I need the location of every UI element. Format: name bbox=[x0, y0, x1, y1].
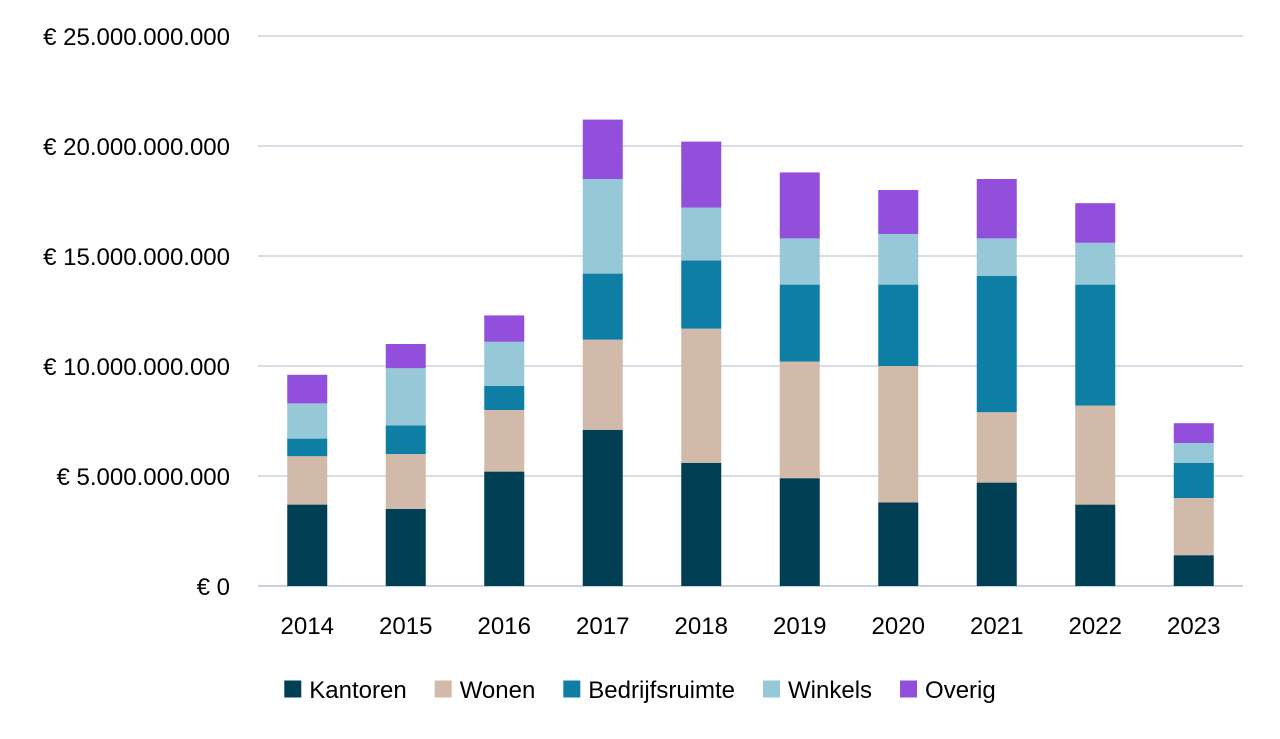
legend-swatch bbox=[763, 680, 781, 698]
bar-winkels-2015 bbox=[385, 368, 426, 426]
y-tick-label: € 25.000.000.000 bbox=[43, 24, 230, 51]
bar-wonen-2022 bbox=[1075, 405, 1116, 505]
bar-bedrijfsruimte-2015 bbox=[385, 425, 426, 454]
bar-bedrijfsruimte-2021 bbox=[976, 275, 1017, 413]
bar-kantoren-2023 bbox=[1173, 555, 1214, 586]
bar-bedrijfsruimte-2020 bbox=[878, 284, 919, 366]
bar-overig-2016 bbox=[484, 315, 525, 342]
bar-stack-2023 bbox=[1173, 423, 1214, 586]
x-tick-label: 2014 bbox=[281, 613, 334, 640]
legend-swatch bbox=[900, 680, 918, 698]
bar-wonen-2016 bbox=[484, 410, 525, 472]
legend-label: Winkels bbox=[788, 677, 872, 704]
bar-winkels-2016 bbox=[484, 341, 525, 386]
x-tick-label: 2016 bbox=[478, 613, 531, 640]
x-axis-tick-labels: 2014 2015 2016 2017 2018 2019 2020 2021 2022 2023 bbox=[281, 613, 1221, 640]
legend-item-overig: Overig bbox=[900, 677, 996, 704]
legend-item-bedrijfsruimte: Bedrijfsruimte bbox=[563, 677, 735, 704]
bar-kantoren-2020 bbox=[878, 502, 919, 586]
legend: Kantoren Wonen Bedrijfsruimte Winkels Overig bbox=[284, 677, 996, 704]
y-tick-label: € 5.000.000.000 bbox=[57, 464, 231, 491]
bar-overig-2015 bbox=[385, 344, 426, 369]
x-tick-label: 2015 bbox=[379, 613, 432, 640]
legend-item-kantoren: Kantoren bbox=[284, 677, 407, 704]
x-tick-label: 2020 bbox=[872, 613, 925, 640]
x-tick-label: 2022 bbox=[1069, 613, 1122, 640]
bar-kantoren-2016 bbox=[484, 471, 525, 586]
y-tick-label: € 0 bbox=[197, 574, 230, 601]
bar-overig-2021 bbox=[976, 179, 1017, 239]
x-tick-label: 2021 bbox=[970, 613, 1023, 640]
bar-bedrijfsruimte-2023 bbox=[1173, 462, 1214, 498]
legend-label: Bedrijfsruimte bbox=[588, 677, 735, 704]
bar-winkels-2023 bbox=[1173, 443, 1214, 463]
x-tick-label: 2017 bbox=[576, 613, 629, 640]
bar-wonen-2017 bbox=[582, 339, 623, 430]
x-tick-label: 2023 bbox=[1167, 613, 1220, 640]
bar-wonen-2019 bbox=[779, 361, 820, 479]
legend-item-winkels: Winkels bbox=[763, 677, 872, 704]
bar-stack-2017 bbox=[582, 119, 623, 586]
bar-wonen-2020 bbox=[878, 366, 919, 503]
bar-overig-2019 bbox=[779, 172, 820, 239]
bar-winkels-2017 bbox=[582, 179, 623, 274]
bar-stack-2019 bbox=[779, 172, 820, 586]
bar-kantoren-2021 bbox=[976, 482, 1017, 586]
bar-stack-2021 bbox=[976, 179, 1017, 586]
bar-bedrijfsruimte-2014 bbox=[287, 438, 328, 457]
bar-overig-2022 bbox=[1075, 203, 1116, 243]
y-axis-tick-labels: € 0 € 5.000.000.000 € 10.000.000.000 € 15.0… bbox=[43, 24, 230, 601]
legend-swatch bbox=[563, 680, 581, 698]
bar-bedrijfsruimte-2018 bbox=[681, 260, 722, 329]
bar-winkels-2018 bbox=[681, 207, 722, 261]
legend-label: Overig bbox=[925, 677, 996, 704]
y-tick-label: € 10.000.000.000 bbox=[43, 354, 230, 381]
bar-kantoren-2018 bbox=[681, 462, 722, 586]
bar-stack-2015 bbox=[385, 344, 426, 586]
bar-bedrijfsruimte-2017 bbox=[582, 273, 623, 340]
bar-overig-2023 bbox=[1173, 423, 1214, 443]
bar-overig-2014 bbox=[287, 374, 328, 404]
legend-swatch bbox=[434, 680, 452, 698]
bar-overig-2018 bbox=[681, 141, 722, 208]
bar-kantoren-2017 bbox=[582, 429, 623, 586]
bar-bedrijfsruimte-2016 bbox=[484, 385, 525, 410]
legend-swatch bbox=[284, 680, 302, 698]
bar-stack-2020 bbox=[878, 190, 919, 586]
bar-wonen-2018 bbox=[681, 328, 722, 463]
legend-label: Kantoren bbox=[309, 677, 406, 704]
bar-stack-2018 bbox=[681, 141, 722, 586]
bar-kantoren-2014 bbox=[287, 504, 328, 586]
bar-winkels-2020 bbox=[878, 234, 919, 285]
bar-winkels-2014 bbox=[287, 403, 328, 439]
bar-kantoren-2022 bbox=[1075, 504, 1116, 586]
bar-winkels-2022 bbox=[1075, 242, 1116, 285]
bar-winkels-2021 bbox=[976, 238, 1017, 276]
x-tick-label: 2018 bbox=[675, 613, 728, 640]
bar-winkels-2019 bbox=[779, 238, 820, 285]
bar-stack-2014 bbox=[287, 374, 328, 586]
y-tick-label: € 20.000.000.000 bbox=[43, 134, 230, 161]
bar-bedrijfsruimte-2022 bbox=[1075, 284, 1116, 406]
bar-overig-2020 bbox=[878, 190, 919, 234]
legend-label: Wonen bbox=[460, 677, 536, 704]
bar-bedrijfsruimte-2019 bbox=[779, 284, 820, 362]
y-tick-label: € 15.000.000.000 bbox=[43, 244, 230, 271]
bar-kantoren-2015 bbox=[385, 509, 426, 586]
bar-wonen-2015 bbox=[385, 454, 426, 509]
bar-stack-2016 bbox=[484, 315, 525, 586]
bar-wonen-2023 bbox=[1173, 498, 1214, 556]
bar-wonen-2021 bbox=[976, 412, 1017, 483]
bar-wonen-2014 bbox=[287, 456, 328, 505]
bar-overig-2017 bbox=[582, 119, 623, 179]
bar-stack-2022 bbox=[1075, 203, 1116, 586]
bar-kantoren-2019 bbox=[779, 478, 820, 586]
bars bbox=[287, 119, 1214, 586]
x-tick-label: 2019 bbox=[773, 613, 826, 640]
legend-item-wonen: Wonen bbox=[434, 677, 536, 704]
